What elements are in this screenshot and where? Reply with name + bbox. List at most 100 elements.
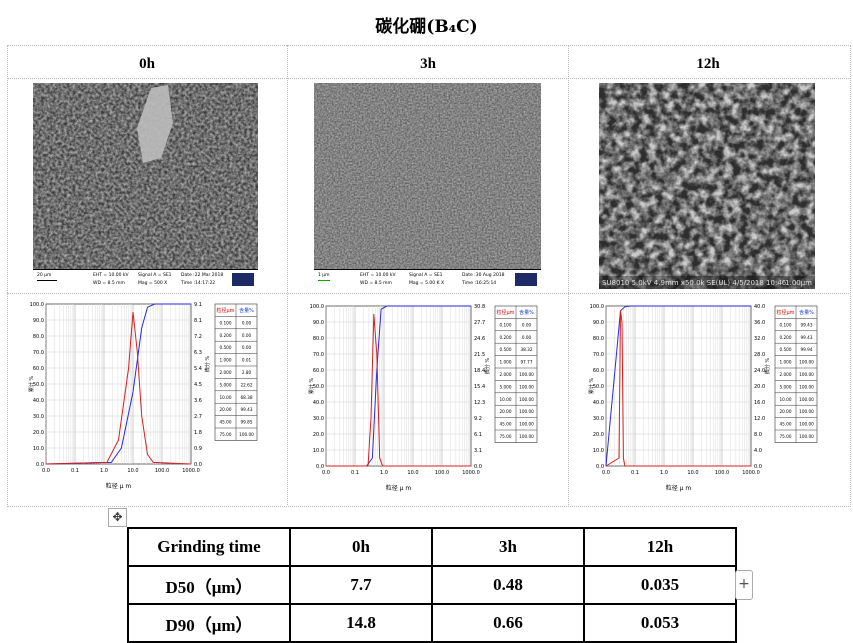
column-header-0h: 0h (139, 56, 155, 72)
y2-tick-label: 5.4 (194, 366, 202, 372)
size-table-cell: 99.43 (801, 322, 813, 327)
x-tick-label: 100.0 (715, 470, 729, 476)
x-tick-label: 1000.0 (742, 470, 760, 476)
size-table-header: 含量% (519, 309, 534, 316)
sem-image-0h: 20 µm EHT = 10.00 kV WD = 8.5 mm Signal … (33, 83, 258, 290)
x-axis-label: 粒径 µ m (106, 482, 132, 490)
y2-tick-label: 21.5 (474, 352, 485, 358)
size-table-cell: 45.00 (500, 422, 512, 427)
x-tick-label: 0.0 (322, 470, 330, 476)
psd-chart-0h: 100.0 90.0 80.0 70.0 60.0 50.0 40.0 30.0 20.0 10.… (28, 300, 263, 495)
size-table-cell: 99.43 (801, 335, 813, 340)
x-tick-label: 0.1 (351, 470, 359, 476)
table-header-cell: 0h (289, 527, 433, 567)
size-table-cell: 0.00 (522, 335, 532, 340)
size-table-cell: 100.00 (799, 384, 814, 389)
column-divider (287, 45, 288, 505)
size-table-cell: 20.00 (500, 409, 512, 414)
sem-image-3h: 1 µm EHT = 10.00 kV WD = 8.5 mm Signal A… (314, 83, 541, 290)
x-tick-label: 1.0 (100, 468, 108, 474)
y2-tick-label: 16.0 (754, 400, 765, 406)
y2-tick-label: 8.1 (194, 318, 202, 324)
y-axis-label: 累计 % (28, 376, 35, 393)
size-table-cell: 10.00 (220, 395, 232, 400)
size-table-cell: 100.00 (519, 434, 534, 439)
size-table-cell: 0.00 (522, 322, 532, 327)
sem-image-12h: SU8010 5.0kV 4.9mm x50.0k SE(UL) 4/5/201… (599, 83, 815, 289)
y-tick-label: 90.0 (313, 320, 324, 326)
size-table-cell: 0.200 (220, 333, 232, 338)
y2-tick-label: 9.1 (194, 302, 202, 308)
y-axis-label: 累计 % (588, 378, 595, 395)
y-axis-label: 累计 % (308, 378, 315, 395)
table-cell: 0.053 (583, 603, 737, 643)
y2-tick-label: 8.0 (754, 432, 762, 438)
y2-tick-label: 20.0 (754, 384, 765, 390)
table-row: D50（μm） 7.7 0.48 0.035 (127, 565, 737, 605)
size-table-cell: 0.500 (220, 345, 232, 350)
x-tick-label: 10.0 (407, 470, 418, 476)
y2-tick-label: 0.0 (194, 462, 202, 468)
scale-bar (318, 280, 330, 281)
add-row-button[interactable]: + (735, 570, 753, 600)
y2-tick-label: 12.0 (754, 416, 765, 422)
y2-tick-label: 24.0 (754, 368, 765, 374)
differential-curve (605, 310, 751, 467)
y2-tick-label: 27.7 (474, 320, 485, 326)
column-divider (568, 45, 569, 505)
cumulative-curve (605, 305, 751, 467)
x-axis-label: 粒径 µ m (386, 484, 412, 492)
size-table-cell: 0.01 (242, 358, 252, 363)
size-table-cell: 100.00 (519, 384, 534, 389)
size-table-cell: 0.00 (242, 333, 252, 338)
size-table-cell: 100.00 (799, 397, 814, 402)
y2-tick-label: 30.8 (474, 304, 485, 310)
x-tick-label: 100.0 (155, 468, 169, 474)
psd-plot: 100.0 90.0 80.0 70.0 60.0 50.0 40.0 30.0 20.0 10.… (28, 302, 258, 490)
y2-axis-label: 微分 % (764, 358, 771, 375)
sem-texture (33, 83, 258, 270)
table-cell: D90（μm） (127, 603, 291, 643)
size-table-cell: 99.94 (801, 347, 813, 352)
size-table-header: 粒径µm (216, 307, 234, 314)
size-table-cell: 10.00 (500, 397, 512, 402)
size-table-cell: 5.000 (500, 384, 512, 389)
y2-tick-label: 36.0 (754, 320, 765, 326)
size-table-cell: 22.62 (241, 382, 253, 387)
y2-tick-label: 32.0 (754, 336, 765, 342)
size-table-cell: 0.00 (242, 345, 252, 350)
sem-info-bar: 20 µm EHT = 10.00 kV WD = 8.5 mm Signal … (33, 269, 258, 290)
y2-axis-label: 微分 % (204, 356, 211, 373)
y2-tick-label: 3.6 (194, 398, 202, 404)
y-tick-label: 10.0 (313, 448, 324, 454)
y2-tick-label: 0.0 (474, 464, 482, 470)
size-table-cell: 100.00 (799, 434, 814, 439)
y-tick-label: 100.0 (590, 304, 604, 310)
page-title: 碳化硼(B₄C) (375, 17, 478, 37)
size-table-cell: 0.500 (780, 347, 792, 352)
table-cell: 0.035 (583, 565, 737, 605)
y-tick-label: 0.0 (316, 464, 324, 470)
y-tick-label: 90.0 (593, 320, 604, 326)
y-tick-label: 40.0 (313, 400, 324, 406)
table-header-cell: 12h (583, 527, 737, 567)
differential-curve (326, 313, 471, 467)
size-table-cell: 1.000 (220, 358, 232, 363)
y-tick-label: 30.0 (593, 416, 604, 422)
size-table-cell: 0.200 (500, 335, 512, 340)
y2-tick-label: 3.1 (474, 448, 482, 454)
x-tick-label: 0.1 (631, 470, 639, 476)
size-table-cell: 100.00 (519, 409, 534, 414)
x-tick-label: 1000.0 (462, 470, 480, 476)
x-tick-label: 0.1 (71, 468, 79, 474)
table-move-handle[interactable]: ✥ (108, 508, 127, 527)
y-tick-label: 20.0 (33, 430, 44, 436)
size-table-cell: 45.00 (780, 422, 792, 427)
psd-plot: 100.0 90.0 80.0 70.0 60.0 50.0 40.0 30.0 20.0 10.… (588, 304, 818, 492)
y2-tick-label: 15.4 (474, 384, 485, 390)
table-header-cell: 3h (431, 527, 585, 567)
size-table-cell: 0.100 (220, 320, 232, 325)
y-tick-label: 50.0 (33, 382, 44, 388)
x-tick-label: 0.0 (42, 468, 50, 474)
table-cell: 0.48 (431, 565, 585, 605)
